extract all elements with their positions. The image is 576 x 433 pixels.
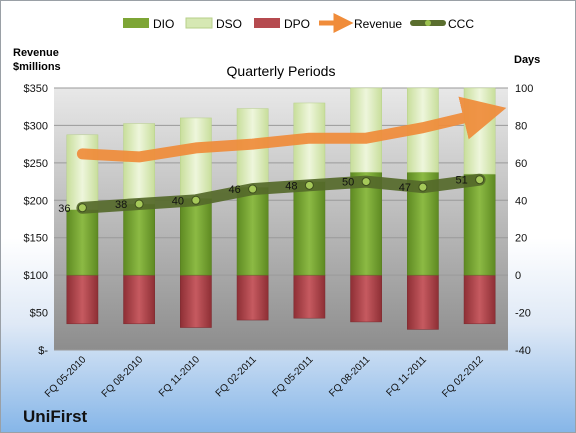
legend-label-dso: DSO xyxy=(216,17,242,31)
right-axis-tick-label: 60 xyxy=(515,158,527,170)
ccc-data-label: 36 xyxy=(58,203,70,215)
left-axis-tick-label: $200 xyxy=(24,195,48,207)
x-axis-tick-label: FQ 02-2012 xyxy=(440,354,486,400)
ccc-point xyxy=(418,182,428,192)
ccc-point xyxy=(134,199,144,209)
ccc-data-label: 48 xyxy=(285,180,297,192)
right-axis-tick-label: 0 xyxy=(515,270,521,282)
right-axis-tick-label: 100 xyxy=(515,83,533,95)
right-axis-tick-label: 80 xyxy=(515,120,527,132)
bar-dio xyxy=(350,171,382,276)
x-axis-tick-label: FQ 08-2011 xyxy=(327,354,372,399)
left-axis-tick-label: $- xyxy=(38,345,48,357)
bar-dio xyxy=(66,209,99,276)
ccc-point xyxy=(475,175,485,185)
bar-dpo xyxy=(463,274,496,325)
ccc-line xyxy=(76,173,486,214)
legend-swatch-dso xyxy=(185,17,213,29)
lines-layer: 36 38 40 46 48 50 47 51 xyxy=(58,96,507,215)
legend: DIO DSO DPO Revenue CCC xyxy=(123,13,474,33)
ccc-data-label: 40 xyxy=(172,195,184,207)
bar-dso xyxy=(180,117,212,199)
legend-marker-ccc xyxy=(425,20,431,26)
bar-dso xyxy=(123,123,155,205)
x-axis-tick-label: FQ 05-2010 xyxy=(43,354,89,400)
bar-dio xyxy=(236,186,269,276)
bar-dpo xyxy=(66,274,99,325)
left-axis-tick-label: $300 xyxy=(24,120,48,132)
legend-swatch-dpo xyxy=(254,18,280,28)
x-axis-tick-label: FQ 11-2010 xyxy=(157,354,202,399)
x-axis-tick-label: FQ 08-2010 xyxy=(100,354,146,400)
ccc-data-label: 46 xyxy=(229,184,241,196)
ccc-point xyxy=(248,184,258,194)
bar-dio xyxy=(180,198,212,276)
ccc-data-label: 47 xyxy=(399,182,411,194)
ccc-data-label: 50 xyxy=(342,177,354,189)
right-axis-tick-label: 40 xyxy=(515,195,527,207)
right-axis-tick-label: 20 xyxy=(515,233,527,245)
legend-label-ccc: CCC xyxy=(448,17,474,31)
legend-label-dpo: DPO xyxy=(284,17,310,31)
bar-dso xyxy=(66,134,99,210)
bar-dio xyxy=(123,203,155,276)
bar-dso xyxy=(350,87,382,173)
bar-dpo xyxy=(293,274,326,319)
bar-dpo xyxy=(407,274,439,330)
bar-dio xyxy=(293,181,326,276)
ccc-data-label: 51 xyxy=(456,175,468,187)
bar-dpo xyxy=(123,274,155,325)
x-axis-tick-label: FQ 02-2011 xyxy=(214,354,259,399)
ccc-point xyxy=(191,195,201,205)
left-axis-label-line2: $millions xyxy=(13,61,61,73)
left-axis-tick-label: $100 xyxy=(24,270,48,282)
right-axis-label: Days xyxy=(514,54,540,66)
legend-label-revenue: Revenue xyxy=(354,17,402,31)
x-axis-tick-label: FQ 11-2011 xyxy=(385,354,430,399)
bar-dpo xyxy=(236,274,269,321)
legend-label-dio: DIO xyxy=(153,17,174,31)
left-axis-tick-label: $350 xyxy=(24,83,48,95)
left-axis-tick-label: $50 xyxy=(30,308,48,320)
bar-dpo xyxy=(180,274,212,328)
revenue-line xyxy=(76,96,507,163)
ccc-data-label: 38 xyxy=(115,199,127,211)
left-axis-tick-label: $150 xyxy=(24,233,48,245)
bar-dio xyxy=(463,173,496,276)
right-axis-tick-label: -40 xyxy=(515,345,531,357)
left-axis-label-line1: Revenue xyxy=(13,47,59,59)
company-name: UniFirst xyxy=(23,407,88,426)
ccc-point xyxy=(77,203,87,213)
x-axis-tick-label: FQ 05-2011 xyxy=(271,354,316,399)
ccc-point xyxy=(304,180,314,190)
bar-dso xyxy=(463,87,496,175)
right-axis-tick-label: -20 xyxy=(515,308,531,320)
left-axis-tick-label: $250 xyxy=(24,158,48,170)
bar-dpo xyxy=(350,274,382,323)
legend-swatch-dio xyxy=(123,18,149,28)
ccc-point xyxy=(361,177,371,187)
chart-title: Quarterly Periods xyxy=(227,63,336,79)
